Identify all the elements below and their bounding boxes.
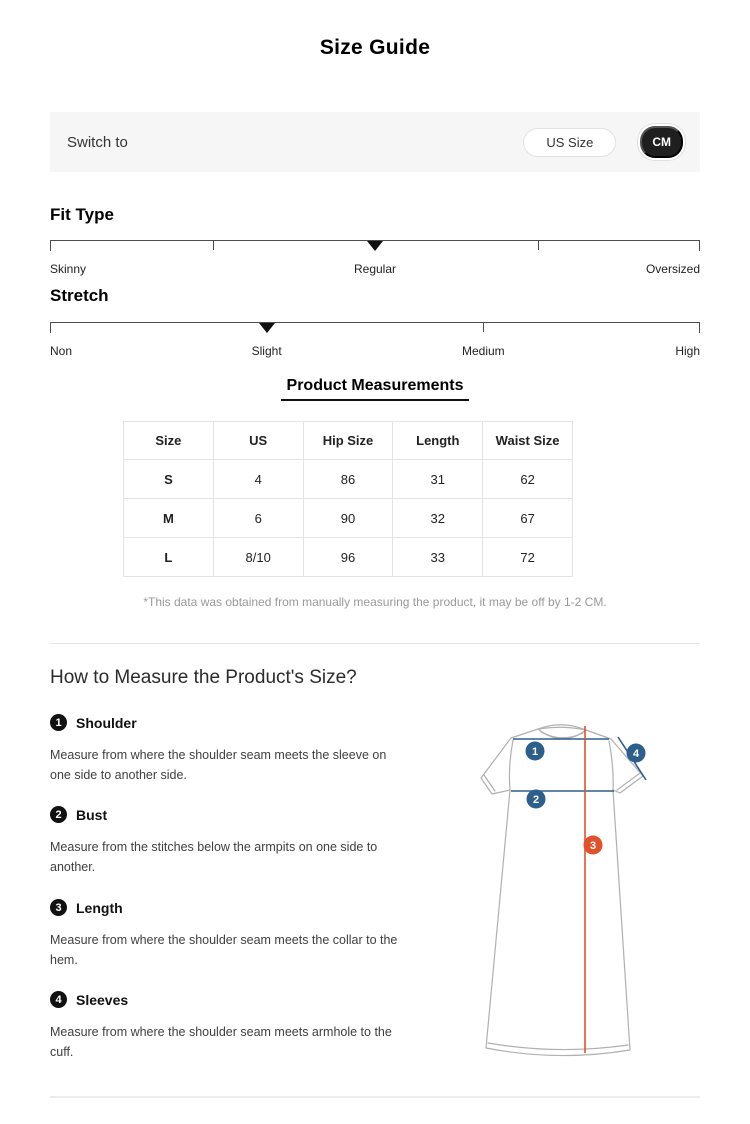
slider-tick: [699, 241, 700, 251]
measure-item-length: 3 Length: [50, 899, 123, 916]
slider-tick: [50, 323, 51, 333]
bottom-divider: [50, 1096, 700, 1098]
table-row: L 8/10 96 33 72: [123, 537, 573, 577]
stretch-labels: Non Slight Medium High: [50, 344, 700, 360]
cell: 8/10: [212, 537, 304, 577]
table-row: S 4 86 31 62: [123, 459, 573, 499]
section-divider: [50, 643, 700, 644]
diagram-marker-3-num: 3: [590, 840, 596, 852]
dress-measurement-diagram-icon: 1 2 3 4: [480, 724, 647, 1057]
fit-label-oversized: Oversized: [645, 262, 700, 276]
page-title: Size Guide: [319, 36, 431, 59]
fit-type-labels: Skinny Regular Oversized: [50, 262, 700, 278]
product-measurements-heading: Product Measurements: [280, 377, 470, 401]
cell: 33: [392, 537, 484, 577]
fit-type-heading: Fit Type: [50, 205, 114, 224]
measure-desc-length: Measure from where the shoulder seam mee…: [50, 933, 398, 967]
measure-label-length: Length: [76, 899, 123, 916]
measure-item-shoulder: 1 Shoulder: [50, 714, 137, 731]
cm-unit-toggle[interactable]: CM: [640, 126, 683, 158]
cell-size-l: L: [123, 537, 214, 577]
col-header-length: Length: [392, 421, 484, 460]
cell: 96: [302, 537, 394, 577]
stretch-label-non: Non: [50, 344, 73, 358]
col-header-size: Size: [123, 421, 214, 460]
table-row: M 6 90 32 67: [123, 498, 573, 538]
fit-type-slider: [50, 240, 700, 254]
stretch-label-high: High: [675, 344, 700, 358]
measure-label-sleeves: Sleeves: [76, 991, 129, 1008]
stretch-label-slight: Slight: [251, 344, 282, 358]
measure-label-shoulder: Shoulder: [76, 714, 137, 731]
slider-tick: [537, 241, 539, 250]
col-header-us: US: [212, 421, 304, 460]
measure-desc-bust: Measure from the stitches below the armp…: [50, 840, 378, 874]
product-measurements-heading-wrap: Product Measurements: [0, 377, 750, 401]
slider-tick: [50, 241, 51, 251]
diagram-marker-1: [525, 741, 545, 761]
cell: 72: [482, 537, 573, 577]
number-1-icon: 1: [50, 714, 67, 731]
number-3-icon: 3: [50, 899, 67, 916]
cell: 32: [392, 498, 484, 538]
diagram-marker-3: [583, 835, 603, 855]
stretch-marker-icon: [258, 323, 275, 333]
stretch-label-medium: Medium: [461, 344, 505, 358]
slider-tick: [212, 241, 214, 250]
diagram-marker-4-num: 4: [633, 748, 640, 760]
cell-size-s: S: [123, 459, 214, 499]
cell: 86: [302, 459, 394, 499]
cell: 4: [212, 459, 304, 499]
fit-type-marker-icon: [367, 241, 383, 251]
cell: 67: [482, 498, 573, 538]
number-4-icon: 4: [50, 991, 67, 1008]
us-size-button[interactable]: US Size: [523, 127, 617, 157]
measurement-footnote: *This data was obtained from manually me…: [143, 595, 607, 609]
how-to-measure-heading: How to Measure the Product's Size?: [50, 667, 357, 688]
col-header-waist: Waist Size: [482, 421, 573, 460]
stretch-heading: Stretch: [50, 286, 109, 305]
diagram-marker-4: [626, 743, 646, 763]
slider-tick: [483, 323, 485, 332]
diagram-marker-2-num: 2: [533, 794, 539, 806]
measure-item-sleeves: 4 Sleeves: [50, 991, 128, 1008]
measure-desc-sleeves: Measure from where the shoulder seam mee…: [50, 1025, 392, 1059]
stretch-slider: [50, 322, 700, 336]
slider-tick: [699, 323, 700, 333]
col-header-hip: Hip Size: [302, 421, 394, 460]
diagram-marker-1-num: 1: [532, 746, 538, 758]
cell: 62: [482, 459, 573, 499]
measure-label-bust: Bust: [76, 806, 108, 823]
number-2-icon: 2: [50, 806, 67, 823]
measurements-table: Size US Hip Size Length Waist Size S 4 8…: [123, 421, 573, 577]
fit-label-regular: Regular: [353, 262, 397, 276]
measure-item-bust: 2 Bust: [50, 806, 107, 823]
cell: 6: [212, 498, 304, 538]
switch-to-label: Switch to: [67, 133, 128, 151]
fit-label-skinny: Skinny: [50, 262, 87, 276]
cell-size-m: M: [123, 498, 214, 538]
measure-desc-shoulder: Measure from where the shoulder seam mee…: [50, 748, 387, 782]
diagram-marker-2: [526, 789, 546, 809]
table-header-row: Size US Hip Size Length Waist Size: [123, 421, 573, 460]
cell: 90: [302, 498, 394, 538]
cell: 31: [392, 459, 484, 499]
unit-switch-bar: Switch to US Size CM: [50, 112, 700, 172]
